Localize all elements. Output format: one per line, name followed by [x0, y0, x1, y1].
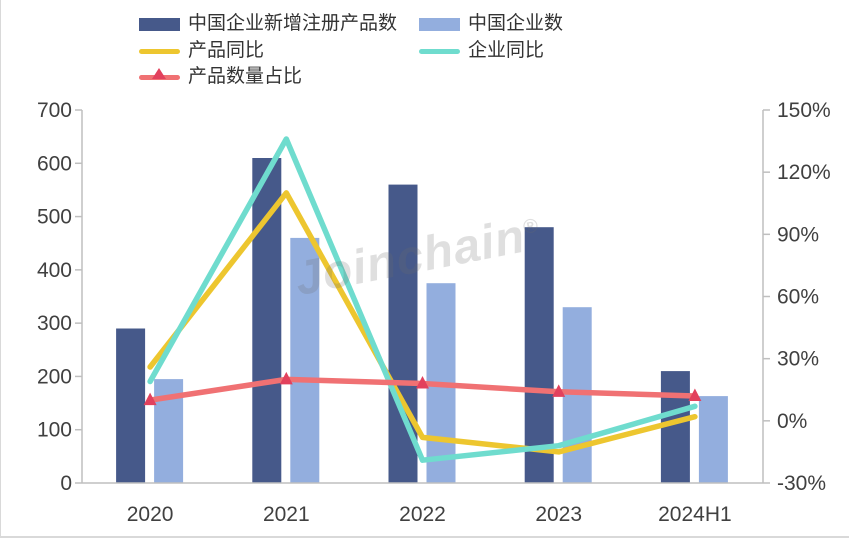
- triangle-marker: [279, 371, 293, 385]
- x-tick-label: 2024H1: [658, 503, 732, 526]
- legend-label-product-bars: 中国企业新增注册产品数: [188, 13, 398, 34]
- right-tick-label: 150%: [777, 99, 831, 122]
- line-企业同比: [147, 136, 698, 463]
- triangle-marker: [552, 384, 566, 397]
- legend-label-company-yoy: 企业同比: [468, 40, 545, 61]
- left-tick-label: 600: [37, 152, 72, 175]
- legend-swatch-red-line: [139, 67, 180, 80]
- bar-product-2021: [252, 158, 282, 483]
- bar-product-2020: [116, 328, 146, 483]
- triangle-marker: [143, 392, 157, 406]
- left-tick-label: 700: [37, 99, 72, 122]
- bar-company-2021: [290, 237, 320, 483]
- right-tick-label: 120%: [777, 161, 831, 184]
- triangle-marker-icon: [152, 67, 166, 79]
- legend-swatch-light-blue-bar: [419, 17, 460, 31]
- left-tick-label: 0: [60, 472, 72, 495]
- left-tick-label: 400: [37, 259, 72, 282]
- left-tick-label: 200: [37, 365, 72, 388]
- line-产品同比: [147, 190, 698, 455]
- right-tick-label: 0%: [777, 410, 807, 433]
- right-tick-label: 90%: [777, 223, 819, 246]
- legend-item-company-bars: 中国企业数: [419, 13, 563, 35]
- legend-item-product-share: 产品数量占比: [139, 66, 302, 88]
- bar-product-2023: [524, 227, 554, 483]
- legend-label-company-bars: 中国企业数: [468, 13, 564, 34]
- triangle-marker: [688, 388, 702, 401]
- legend-swatch-cyan-line: [419, 48, 460, 54]
- legend-swatch-yellow-line: [139, 48, 180, 54]
- x-tick-label: 2020: [127, 503, 174, 526]
- legend-label-product-yoy: 产品同比: [188, 40, 265, 61]
- left-tick-label: 300: [37, 312, 72, 335]
- legend-item-product-bars: 中国企业新增注册产品数: [139, 13, 397, 35]
- x-tick-label: 2021: [263, 503, 310, 526]
- legend-label-product-share: 产品数量占比: [188, 66, 303, 87]
- legend-item-product-yoy: 产品同比: [139, 40, 264, 62]
- legend-swatch-dark-blue-bar: [139, 17, 180, 31]
- right-tick-label: 60%: [777, 286, 819, 309]
- right-tick-label: 30%: [777, 348, 819, 371]
- triangle-marker: [416, 376, 429, 389]
- right-tick-label: -30%: [777, 472, 826, 495]
- x-tick-label: 2023: [535, 503, 582, 526]
- x-tick-label: 2022: [399, 503, 446, 526]
- legend-item-company-yoy: 企业同比: [419, 40, 544, 62]
- left-tick-label: 500: [37, 206, 72, 229]
- left-tick-label: 100: [37, 419, 72, 442]
- bar-company-2024H1: [698, 396, 728, 483]
